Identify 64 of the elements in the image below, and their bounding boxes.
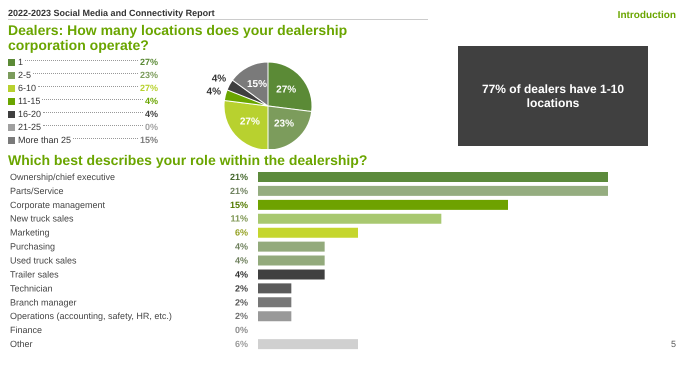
bar [258,242,325,252]
data-label: 2% [234,297,248,308]
data-label: 15% [230,200,248,210]
data-label: 21% [230,186,248,196]
text: 4% [144,96,158,106]
bar [258,311,292,322]
text: 2022-2023 Social Media and Connectivity Report [8,8,215,18]
text: 4% [144,108,158,118]
data-label: 4% [206,86,222,98]
text: 23% [140,70,158,80]
text: 77% of dealers have 1-10 locations [480,82,626,110]
bar [258,172,608,182]
legend-label: 6-10 [18,82,36,94]
bar [258,269,325,280]
bar [258,283,292,294]
text: 0% [144,122,158,132]
data-label: 23% [274,118,294,130]
text: 15% [140,134,158,144]
y-tick-label: Purchasing [10,242,56,252]
y-tick-label: Corporate management [10,200,106,210]
chart-title: Which best describes your role within the dealership? [8,152,368,168]
y-tick-label: Finance [10,325,42,336]
y-tick-label: Technician [10,283,53,294]
data-label: 4% [234,256,248,266]
bar [258,256,325,266]
y-tick-label: Ownership/chief executive [10,172,116,182]
data-label: 21% [230,172,248,182]
chart-title: Dealers: How many locations does your dealership corporation operate? [8,22,348,53]
legend-label: 2-5 [18,68,32,82]
data-label: 15% [247,78,268,90]
y-tick-label: Trailer sales [10,269,60,280]
legend-label: 11-15 [18,94,40,108]
legend-label: More than 25 [18,134,72,146]
data-label: 4% [234,269,248,280]
bar [258,200,508,210]
y-tick-label: Operations (accounting, safety, HR, etc.) [10,311,172,322]
y-tick-label: New truck sales [10,214,74,224]
text: 27% [140,82,158,92]
text: 5 [670,339,676,349]
legend-label: 21-25 [18,120,42,134]
y-tick-label: Parts/Service [10,186,64,196]
bar [258,297,292,308]
bar [258,186,608,196]
data-label: 4% [212,74,226,85]
y-tick-label: Marketing [10,228,50,238]
y-tick-label: Other [10,339,33,350]
data-label: 4% [234,242,248,252]
bar [258,339,358,350]
data-label: 11% [230,214,248,224]
data-label: 27% [276,84,296,96]
data-label: 0% [234,325,248,336]
legend-label: 16-20 [18,108,42,120]
legend-label: 1 [18,56,24,68]
data-label: 2% [234,283,248,294]
data-label: 6% [234,339,248,350]
y-tick-label: Used truck sales [10,256,78,266]
bar [258,214,442,224]
data-label: 2% [234,311,248,322]
y-tick-label: Branch manager [10,297,77,308]
text: Introduction [618,10,676,21]
data-label: 27% [240,116,260,128]
text: 27% [140,56,158,66]
bar [258,228,358,238]
data-label: 6% [234,228,248,238]
